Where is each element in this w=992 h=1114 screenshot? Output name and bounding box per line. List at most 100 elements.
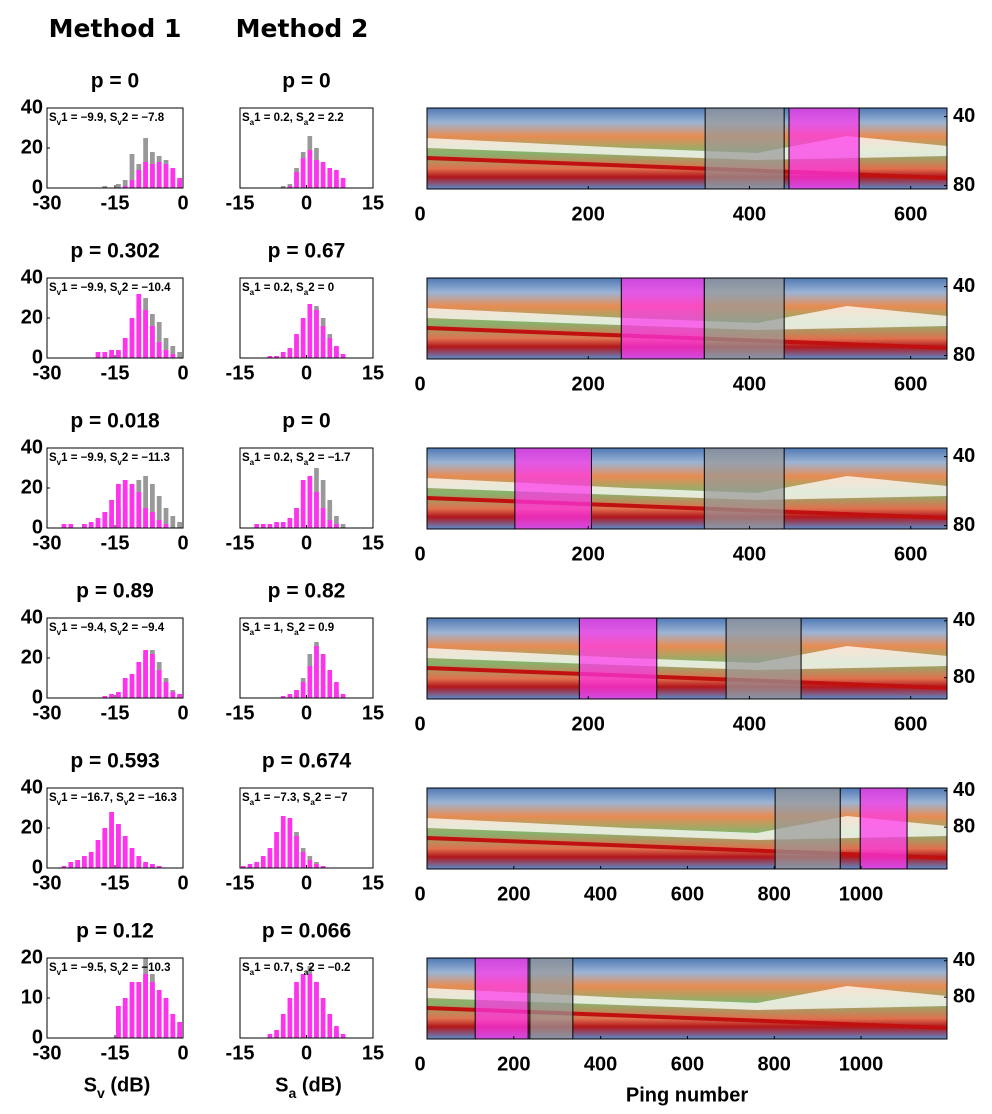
histogram-bar	[163, 338, 169, 358]
histogram-bar	[274, 1030, 279, 1038]
histogram-bar	[88, 522, 94, 528]
selected-region	[578, 617, 658, 700]
panel-title: p = 0.066	[262, 920, 351, 943]
x-tick-label: 600	[894, 713, 927, 735]
x-tick-label: 0	[177, 192, 188, 214]
histogram-bar	[122, 678, 128, 698]
x-tick-label: -30	[33, 702, 62, 724]
histogram-bar	[314, 160, 319, 188]
x-tick-label: -15	[226, 362, 255, 384]
histogram-bar	[300, 158, 306, 188]
histogram-bar	[102, 828, 108, 868]
panel-title: p = 0.674	[262, 750, 352, 773]
histogram-bar	[116, 824, 121, 868]
histogram-bar	[95, 840, 101, 868]
panel-title: p = 0.593	[70, 750, 159, 773]
histogram-bar	[340, 354, 346, 358]
y-tick-label: 80	[953, 514, 975, 536]
x-tick-label: 15	[362, 702, 384, 724]
histogram-bar	[143, 508, 148, 528]
y-tick-label: 20	[21, 476, 43, 498]
histogram-bar	[314, 310, 319, 358]
x-tick-label: 15	[362, 872, 384, 894]
histogram-bar	[163, 350, 169, 358]
plot-frame	[46, 787, 184, 869]
panel-title: p = 0.12	[76, 920, 154, 943]
x-axis-label: Sa (dB)	[275, 1074, 342, 1100]
histogram-bar	[136, 492, 142, 528]
annotation: Sa1 = 0.2, Sa2 = −1.7	[242, 452, 350, 467]
y-tick-label: 80	[953, 174, 975, 196]
y-tick-label: 40	[21, 606, 43, 628]
histogram-bar	[82, 524, 87, 528]
plot-frame	[239, 957, 374, 1039]
histogram-bar	[334, 516, 339, 528]
x-tick-label: -15	[226, 702, 255, 724]
histogram-bar	[129, 982, 135, 1038]
histogram-bar	[116, 1006, 121, 1038]
histogram-bar	[314, 864, 319, 868]
histogram-bar	[300, 480, 306, 528]
x-tick-label: 0	[301, 192, 312, 214]
x-tick-label: 0	[414, 543, 425, 565]
y-tick-label: 80	[953, 985, 975, 1007]
y-tick-label: 20	[21, 816, 43, 838]
annotation: Sa1 = 0.7, Sa2 = −0.2	[242, 962, 350, 977]
histogram-bar	[122, 338, 128, 358]
histogram-bar	[116, 184, 121, 188]
histogram-bar	[300, 318, 306, 358]
y-tick-label: 20	[21, 136, 43, 158]
histogram-bar	[340, 178, 346, 188]
histogram-bar	[307, 304, 313, 358]
echogram-blank	[427, 646, 947, 670]
histogram-bar	[314, 492, 319, 528]
x-tick-label: 400	[733, 373, 766, 395]
histogram-bar	[150, 484, 155, 528]
histogram-bar	[143, 476, 148, 528]
y-tick-label: 40	[21, 266, 43, 288]
histogram-bar	[320, 162, 326, 188]
plot-border	[426, 277, 948, 360]
histogram-bar	[287, 186, 293, 188]
echogram-blank	[427, 476, 947, 500]
histogram-bar	[340, 694, 346, 698]
panel-title: p = 0.018	[70, 410, 160, 433]
histogram-bar	[267, 356, 273, 358]
x-tick-label: 600	[894, 203, 927, 225]
histogram-bar	[102, 352, 108, 358]
annotation: Sa1 = −7.3, Sa2 = −7	[242, 792, 348, 807]
histogram-bar	[129, 154, 135, 188]
histogram-bar	[334, 524, 339, 528]
histogram-bar	[61, 866, 67, 868]
panel-title: p = 0.302	[70, 240, 159, 263]
histogram-bar	[280, 352, 286, 358]
x-tick-label: -15	[101, 1042, 130, 1064]
histogram-bar	[294, 690, 299, 698]
histogram-bar	[170, 346, 176, 358]
y-tick-label: 20	[21, 306, 43, 328]
x-tick-label: -15	[101, 702, 130, 724]
y-tick-label: 0	[32, 856, 43, 878]
histogram-bar	[260, 856, 266, 868]
histogram-bar	[254, 862, 259, 868]
histogram-bar	[143, 862, 148, 868]
y-tick-label: 40	[953, 779, 975, 801]
histogram-bar	[267, 1034, 273, 1038]
histogram-bar	[116, 484, 121, 528]
histogram-bar	[314, 982, 319, 1038]
histogram-bar	[75, 860, 80, 868]
histogram-bar	[156, 990, 162, 1038]
x-tick-label: -30	[33, 1042, 62, 1064]
annotation: Sv1 = −9.5, Sv2 = −10.3	[49, 962, 171, 977]
histogram-bar	[320, 480, 326, 528]
histogram-bar	[260, 524, 266, 528]
histogram-bar	[287, 818, 293, 868]
histogram-bar	[136, 294, 142, 358]
annotation: Sv1 = −9.4, Sv2 = −9.4	[49, 622, 165, 637]
histogram-bar	[334, 682, 339, 698]
x-tick-label: -15	[101, 192, 130, 214]
histogram-bar	[170, 1014, 176, 1038]
x-tick-label: 400	[733, 713, 766, 735]
histogram-bar	[156, 866, 162, 868]
